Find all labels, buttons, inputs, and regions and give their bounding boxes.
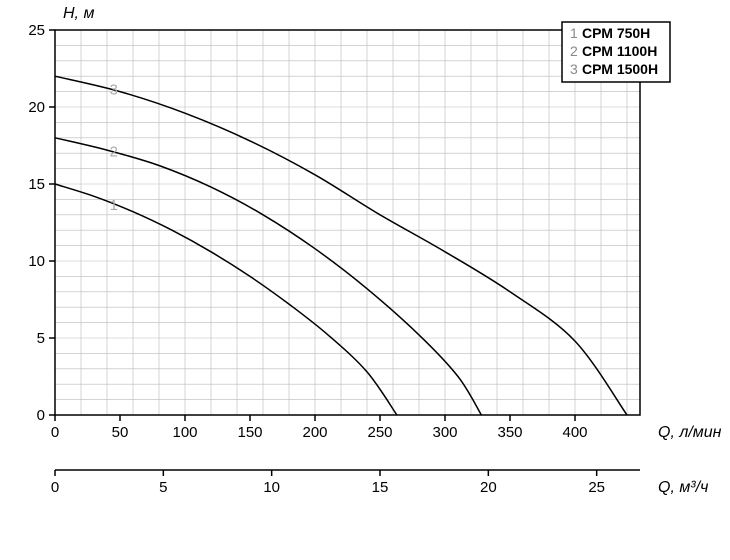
legend-num: 2 xyxy=(570,43,578,59)
x2-tick-label: 15 xyxy=(372,479,389,496)
curve-1 xyxy=(55,184,397,415)
x1-tick-label: 350 xyxy=(497,424,522,441)
x-axis-secondary: 0 5 10 15 20 25 xyxy=(51,470,640,496)
y-tick-label: 5 xyxy=(37,330,45,347)
x-axis-primary: 0 50 100 150 200 250 300 350 400 xyxy=(51,415,588,441)
x1-tick-label: 400 xyxy=(562,424,587,441)
y-tick-label: 25 xyxy=(28,22,45,39)
legend-num: 1 xyxy=(570,25,578,41)
x1-tick-label: 200 xyxy=(302,424,327,441)
x2-tick-label: 5 xyxy=(159,479,167,496)
legend-label: СРМ 1500Н xyxy=(582,61,658,77)
y-axis-label: Н, м xyxy=(63,5,94,22)
y-tick-label: 20 xyxy=(28,99,45,116)
x1-tick-label: 300 xyxy=(432,424,457,441)
x1-tick-label: 100 xyxy=(172,424,197,441)
x1-tick-label: 0 xyxy=(51,424,59,441)
y-tick-label: 0 xyxy=(37,407,45,424)
chart-svg: 0510152025Н, м050100150200250300350400Q,… xyxy=(0,0,730,560)
plot-border xyxy=(55,30,640,415)
grid xyxy=(55,30,640,415)
x2-tick-label: 20 xyxy=(480,479,497,496)
pump-curve-chart: 0510152025Н, м050100150200250300350400Q,… xyxy=(0,0,730,560)
x-axis-primary-label: Q, л/мин xyxy=(658,424,722,441)
x2-tick-label: 25 xyxy=(588,479,605,496)
x-axis-secondary-label: Q, м³/ч xyxy=(658,479,708,496)
y-axis: 0 5 10 15 20 25 xyxy=(28,22,55,424)
curve-label-3: 3 xyxy=(110,82,118,99)
curve-label-2: 2 xyxy=(110,143,118,160)
legend-label: СРМ 750Н xyxy=(582,25,650,41)
x1-tick-label: 50 xyxy=(112,424,129,441)
x2-tick-label: 10 xyxy=(263,479,280,496)
legend-label: СРМ 1100Н xyxy=(582,43,657,59)
y-tick-label: 10 xyxy=(28,253,45,270)
legend-num: 3 xyxy=(570,61,578,77)
curve-label-1: 1 xyxy=(110,197,118,214)
x1-tick-label: 250 xyxy=(367,424,392,441)
x2-tick-label: 0 xyxy=(51,479,59,496)
legend: 1СРМ 750Н2СРМ 1100Н3СРМ 1500Н xyxy=(562,22,670,82)
x1-tick-label: 150 xyxy=(237,424,262,441)
y-tick-label: 15 xyxy=(28,176,45,193)
